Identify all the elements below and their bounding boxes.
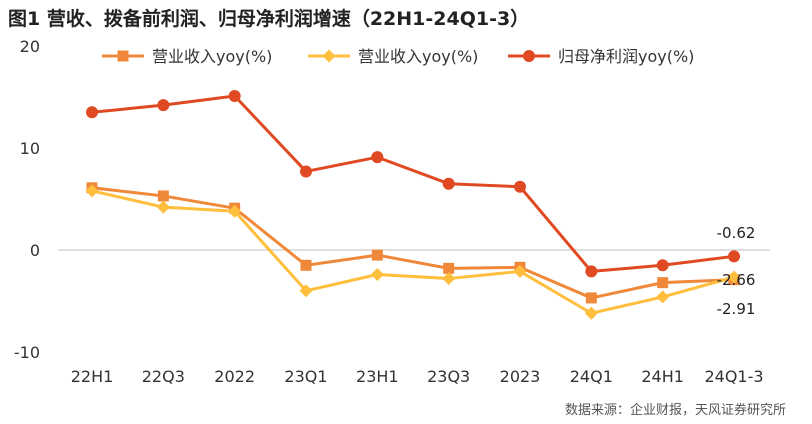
y-tick-label: -10	[14, 343, 40, 362]
data-point	[585, 307, 598, 320]
x-tick-label: 23H1	[356, 367, 399, 386]
data-label: -0.62	[717, 224, 756, 242]
data-label: -2.66	[717, 271, 756, 289]
data-point	[443, 178, 455, 190]
series-group	[86, 90, 741, 320]
legend-marker	[523, 50, 535, 62]
source-note: 数据来源：企业财报，天风证券研究所	[565, 399, 786, 418]
line-chart: 营业收入yoy(%) 营业收入yoy(%) 归母净利润yoy(%) -10 0 10 20…	[0, 0, 812, 424]
y-tick-label: 10	[20, 139, 40, 158]
y-axis: -10 0 10 20	[14, 37, 40, 362]
x-tick-label: 23Q3	[427, 367, 470, 386]
data-label: -2.91	[717, 300, 756, 318]
data-point	[657, 259, 669, 271]
data-point	[157, 201, 170, 214]
data-point	[371, 268, 384, 281]
data-point	[157, 99, 169, 111]
data-point	[86, 106, 98, 118]
x-axis: 22H1 22Q3 2022 23Q1 23H1 23Q3 2023 24Q1 24H1 24Q1…	[71, 367, 764, 386]
data-point	[301, 260, 312, 271]
series-line	[92, 191, 734, 313]
x-tick-label: 2023	[500, 367, 541, 386]
legend-marker	[323, 50, 336, 63]
series-line	[92, 188, 734, 298]
x-tick-label: 2022	[214, 367, 255, 386]
x-tick-label: 23Q1	[284, 367, 327, 386]
series-2	[86, 184, 741, 319]
legend-label: 归母净利润yoy(%)	[558, 47, 694, 66]
data-point	[229, 90, 241, 102]
series-1	[87, 182, 740, 303]
data-point	[158, 190, 169, 201]
data-point	[657, 277, 668, 288]
x-tick-label: 24Q1	[570, 367, 613, 386]
legend-label: 营业收入yoy(%)	[358, 47, 478, 66]
data-point	[372, 250, 383, 261]
legend-marker	[118, 51, 129, 62]
data-point	[442, 272, 455, 285]
data-point	[514, 181, 526, 193]
x-tick-label: 22Q3	[142, 367, 185, 386]
series-3	[86, 90, 740, 277]
legend-item: 营业收入yoy(%)	[308, 47, 478, 66]
legend-item: 归母净利润yoy(%)	[508, 47, 694, 66]
data-point	[371, 151, 383, 163]
data-point	[728, 250, 740, 262]
data-point	[656, 290, 669, 303]
x-tick-label: 24Q1-3	[704, 367, 763, 386]
legend-item: 营业收入yoy(%)	[102, 47, 272, 66]
y-tick-label: 20	[20, 37, 40, 56]
legend: 营业收入yoy(%) 营业收入yoy(%) 归母净利润yoy(%)	[102, 47, 694, 66]
data-point	[586, 292, 597, 303]
x-tick-label: 24H1	[641, 367, 684, 386]
y-tick-label: 0	[30, 241, 40, 260]
series-line	[92, 96, 734, 271]
legend-label: 营业收入yoy(%)	[152, 47, 272, 66]
data-labels: -0.62 -2.66 -2.91	[717, 224, 756, 318]
x-tick-label: 22H1	[71, 367, 114, 386]
data-point	[300, 165, 312, 177]
data-point	[585, 265, 597, 277]
